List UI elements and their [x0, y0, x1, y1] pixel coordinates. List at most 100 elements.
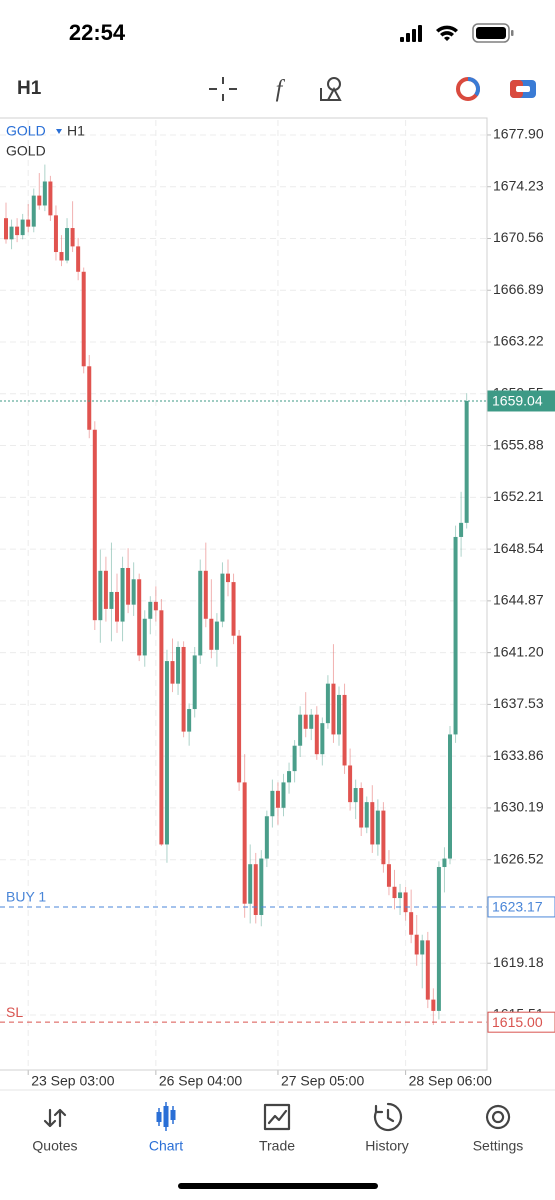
candle-body	[37, 195, 42, 206]
price-line-name: SL	[6, 1004, 23, 1020]
x-tick-label: 27 Sep 05:00	[281, 1073, 365, 1089]
y-tick-label: 1648.54	[493, 540, 544, 556]
tab-3[interactable]: History	[365, 1102, 409, 1154]
candle-body	[392, 886, 397, 899]
y-tick-label: 1666.89	[493, 281, 544, 297]
x-tick-label: 26 Sep 04:00	[159, 1073, 243, 1089]
candle-body	[164, 661, 169, 845]
x-tick-label: 28 Sep 06:00	[409, 1073, 493, 1089]
candle-body	[131, 579, 136, 605]
price-line-name: BUY 1	[6, 889, 46, 905]
candle-body	[42, 181, 47, 206]
candle-body	[314, 714, 319, 755]
tab-icon	[43, 1108, 67, 1128]
candle-body	[81, 271, 86, 367]
candle-body	[70, 228, 75, 247]
candle-body	[381, 810, 386, 865]
candle-body	[459, 522, 464, 537]
candle-body	[198, 570, 203, 656]
candle-body	[431, 999, 436, 1011]
candle-body	[142, 618, 147, 656]
candle-body	[31, 195, 36, 227]
candle-body	[248, 864, 253, 904]
tab-label: Quotes	[32, 1138, 77, 1154]
timeframe-button[interactable]: H1	[17, 78, 42, 99]
tab-4[interactable]: Settings	[473, 1104, 524, 1154]
tab-1[interactable]: Chart	[149, 1102, 183, 1154]
candle-body	[220, 573, 225, 622]
candle-body	[298, 714, 303, 746]
candle-body	[275, 790, 280, 808]
price-tag	[487, 896, 555, 918]
candle-body	[259, 858, 264, 915]
candle-body	[303, 714, 308, 729]
candle-body	[126, 567, 131, 605]
candle-body	[353, 788, 358, 803]
candle-body	[253, 864, 258, 915]
candle-body	[20, 219, 25, 236]
candle-body	[464, 400, 469, 523]
candle-body	[309, 714, 314, 729]
candle-body	[209, 618, 214, 650]
y-tick-label: 1655.88	[493, 436, 544, 452]
tab-label: Settings	[473, 1138, 524, 1154]
tab-label: Trade	[259, 1138, 295, 1154]
tab-bar: Quotes Chart Trade History Settings	[32, 1102, 523, 1154]
tab-icon	[263, 1103, 291, 1131]
candle-body	[348, 765, 353, 803]
tab-icon	[156, 1112, 162, 1122]
indicators-button[interactable]: f	[276, 77, 286, 103]
candle-body	[386, 864, 391, 887]
candle-body	[420, 940, 425, 955]
candle-body	[414, 934, 419, 955]
candle-body	[15, 226, 20, 236]
candle-body	[375, 810, 380, 845]
y-tick-label: 1626.52	[493, 850, 544, 866]
tab-0[interactable]: Quotes	[32, 1108, 78, 1154]
candle-body	[231, 582, 236, 636]
candle-body	[148, 601, 153, 619]
candle-body	[331, 683, 336, 735]
y-tick-label: 1633.86	[493, 747, 544, 763]
candle-body	[76, 246, 81, 272]
candle-body	[281, 782, 286, 808]
candle-body	[181, 646, 186, 732]
candle-body	[364, 802, 369, 828]
trade-signals-button[interactable]	[456, 77, 480, 101]
home-indicator	[178, 1183, 378, 1189]
candle-body	[370, 802, 375, 845]
symbol-name[interactable]: GOLD	[6, 123, 46, 139]
chart: 1677.90 1674.23 1670.56 1666.89 1663.22 1659.…	[0, 120, 555, 1089]
candle-body	[59, 252, 64, 261]
candle-body	[115, 591, 119, 622]
candle-body	[292, 745, 297, 772]
candle-body	[159, 610, 164, 845]
y-tick-label: 1637.53	[493, 695, 544, 711]
crosshair-button[interactable]	[209, 77, 237, 101]
y-tick-label: 1630.19	[493, 799, 544, 815]
y-tick-label: 1619.18	[493, 954, 544, 970]
tab-label: Chart	[149, 1138, 183, 1154]
chart-frame	[0, 117, 488, 1071]
symbol-dropdown[interactable]	[56, 129, 62, 134]
tab-2[interactable]: Trade	[259, 1103, 295, 1154]
candle-body	[176, 646, 181, 684]
candle-body	[325, 683, 330, 724]
candle-body	[203, 570, 208, 619]
candle-body	[453, 536, 458, 735]
objects-button[interactable]	[320, 77, 342, 101]
candle-body	[109, 591, 114, 609]
tab-label: History	[365, 1138, 409, 1154]
tab-icon	[170, 1110, 176, 1120]
price-tag	[487, 1011, 555, 1033]
candle-body	[53, 215, 58, 253]
candle-body	[409, 912, 414, 935]
candle-body	[320, 723, 325, 755]
one-click-button[interactable]	[510, 80, 536, 98]
candle-body	[398, 892, 403, 899]
price-tag	[487, 390, 555, 412]
candle-body	[87, 366, 92, 430]
candle-body	[192, 655, 197, 710]
candle-body	[242, 782, 247, 904]
